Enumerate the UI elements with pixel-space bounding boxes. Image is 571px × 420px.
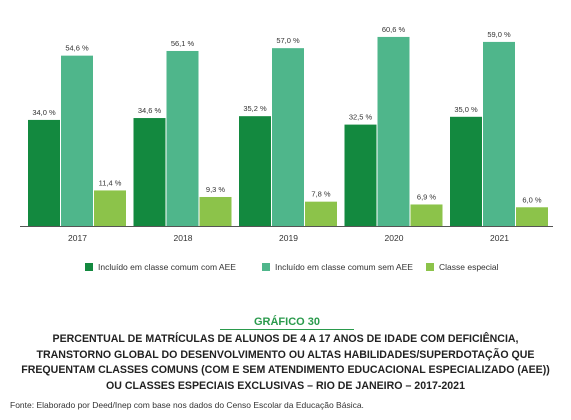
legend: Incluído em classe comum com AEE Incluíd… (0, 262, 571, 276)
legend-item-comum-sem-aee: Incluído em classe comum sem AEE (262, 262, 413, 272)
bar (199, 196, 232, 226)
bar (305, 201, 337, 226)
bar-value-label: 6,9 % (417, 192, 437, 201)
bar-value-label: 7,8 % (311, 190, 331, 199)
figure-title-line: FREQUENTAM CLASSES COMUNS (COM E SEM ATE… (21, 364, 550, 376)
bar-value-label: 35,0 % (454, 105, 478, 114)
figure-label: GRÁFICO 30 (220, 316, 354, 330)
figure-title-line: TRANSTORNO GLOBAL DO DESENVOLVIMENTO OU … (36, 348, 535, 361)
x-tick-label: 2019 (279, 233, 298, 243)
bar-value-label: 56,1 % (171, 39, 195, 48)
bar (239, 116, 271, 226)
bar (450, 116, 482, 226)
bar (166, 50, 199, 226)
bar-value-label: 6,0 % (522, 195, 542, 204)
bar-value-label: 59,0 % (487, 30, 511, 39)
figure-title: PERCENTUAL DE MATRÍCULAS DE ALUNOS DE 4 … (20, 332, 551, 394)
bar (28, 119, 60, 226)
x-tick-label: 2020 (385, 233, 404, 243)
bar (410, 204, 443, 226)
bar-value-label: 34,6 % (138, 106, 162, 115)
bar-value-label: 34,0 % (32, 108, 56, 117)
bar-value-label: 9,3 % (206, 185, 226, 194)
bar (94, 190, 126, 226)
bar-chart: 34,0 % 54,6 % 11,4 % 2017 34,6 % 56,1 % 9,3 % 2… (20, 25, 553, 243)
legend-item-comum-com-aee: Incluído em classe comum com AEE (85, 262, 236, 272)
figure-title-line: OU CLASSES ESPECIAIS EXCLUSIVAS – RIO DE… (106, 379, 465, 392)
bar-value-label: 57,0 % (276, 36, 300, 45)
bar-value-label: 11,4 % (99, 178, 122, 187)
legend-swatch (85, 263, 93, 271)
bar-value-label: 32,5 % (349, 113, 373, 122)
bar (61, 55, 93, 227)
x-tick-label: 2021 (490, 233, 509, 243)
legend-label: Incluído em classe comum sem AEE (275, 262, 413, 272)
bar-value-label: 54,6 % (65, 44, 89, 53)
x-tick-label: 2018 (174, 233, 193, 243)
x-tick-label: 2017 (68, 233, 87, 243)
bar (483, 41, 515, 226)
figure-title-line: PERCENTUAL DE MATRÍCULAS DE ALUNOS DE 4 … (52, 333, 519, 345)
legend-swatch (262, 263, 270, 271)
bar-value-label: 60,6 % (382, 25, 406, 34)
bar (133, 118, 166, 226)
bar (377, 36, 410, 226)
bar-value-label: 35,2 % (243, 104, 267, 113)
bar (516, 207, 548, 226)
legend-swatch (426, 263, 434, 271)
bar (344, 124, 377, 226)
legend-label: Classe especial (439, 262, 499, 272)
source-note: Fonte: Elaborado por Deed/Inep com base … (10, 400, 364, 410)
legend-label: Incluído em classe comum com AEE (98, 262, 236, 272)
bar (272, 48, 304, 226)
legend-item-classe-especial: Classe especial (426, 262, 499, 272)
